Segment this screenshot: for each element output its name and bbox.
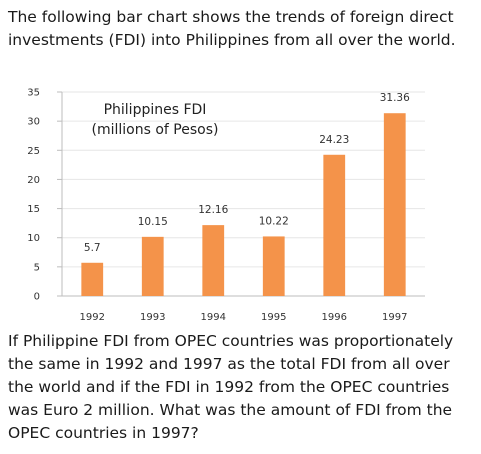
chart-title-line1: Philippines FDI	[104, 102, 207, 118]
y-tick-label: 10	[27, 233, 40, 244]
y-tick-label: 20	[27, 175, 40, 186]
data-label-1992: 5.7	[84, 242, 101, 254]
x-tick-label-1996: 1996	[322, 312, 347, 323]
question-text: If Philippine FDI from OPEC countries wa…	[8, 332, 454, 442]
x-tick-label-1994: 1994	[201, 312, 226, 323]
bar-1993	[141, 236, 164, 296]
bar-1995	[262, 236, 285, 296]
y-tick-label: 35	[27, 88, 40, 99]
intro-text: The following bar chart shows the trends…	[8, 8, 456, 49]
x-tick-label-1993: 1993	[140, 312, 165, 323]
bar-1996	[323, 154, 346, 296]
x-tick-label-1995: 1995	[261, 312, 286, 323]
axes	[57, 91, 63, 297]
y-tick-label: 5	[34, 262, 40, 273]
bar-1994	[202, 225, 225, 296]
data-label-1997: 31.36	[380, 92, 410, 104]
data-label-1994: 12.16	[198, 204, 228, 216]
y-tick-label: 25	[27, 146, 40, 157]
data-label-1996: 24.23	[319, 134, 349, 146]
y-tick-label: 15	[27, 204, 40, 215]
grid-lines	[62, 91, 425, 297]
y-tick-label: 30	[27, 117, 40, 128]
chart-canvas: 0 5 10 15 20 25 30 35 5.7 1992 10.15 1993 12.16 1994 1…	[27, 88, 425, 324]
data-label-1993: 10.15	[138, 216, 168, 228]
bars	[81, 113, 406, 296]
bar-1992	[81, 262, 104, 296]
labels: 0 5 10 15 20 25 30 35 5.7 1992 10.15 1993 12.16 1994 1…	[27, 88, 410, 324]
bar-1997	[383, 113, 406, 296]
fdi-bar-chart: 0 5 10 15 20 25 30 35 5.7 1992 10.15 1993 12.16 1994 1…	[0, 78, 481, 328]
chart-title-line2: (millions of Pesos)	[92, 122, 219, 138]
x-tick-label-1997: 1997	[382, 312, 407, 323]
x-tick-label-1992: 1992	[80, 312, 105, 323]
data-label-1995: 10.22	[259, 215, 289, 227]
y-tick-label: 0	[34, 292, 40, 303]
